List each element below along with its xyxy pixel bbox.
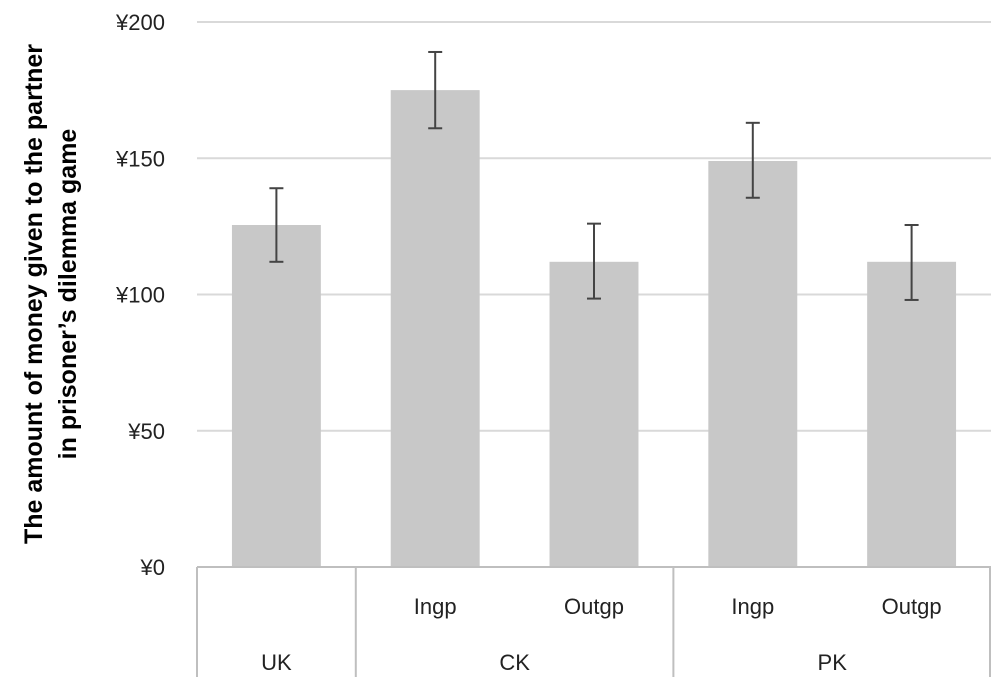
y-tick-label: ¥50	[127, 419, 165, 444]
error-bars	[269, 50, 919, 301]
bar	[867, 261, 957, 567]
y-tick-labels: ¥0 ¥50 ¥100 ¥150 ¥200	[115, 10, 165, 580]
y-axis-label: The amount of money given to the partner…	[20, 44, 82, 544]
y-tick-label: ¥100	[115, 283, 165, 308]
y-axis-label-line-1: The amount of money given to the partner	[20, 44, 48, 544]
y-tick-label: ¥200	[115, 10, 165, 35]
x-axis: Ingp Outgp Ingp Outgp UK CK PK	[196, 566, 991, 677]
y-tick-label: ¥150	[115, 146, 165, 171]
bar	[549, 261, 639, 567]
x-group-label: UK	[261, 650, 292, 675]
y-tick-label: ¥0	[140, 555, 165, 580]
x-group-label: CK	[499, 650, 530, 675]
y-axis-label-line-2: in prisoner’s dilemma game	[54, 129, 82, 460]
bar	[231, 225, 321, 567]
x-sub-label: Ingp	[731, 594, 774, 619]
x-sub-label: Ingp	[414, 594, 457, 619]
bar	[390, 90, 480, 567]
bars	[231, 90, 957, 567]
x-sub-label: Outgp	[564, 594, 624, 619]
bar	[708, 160, 798, 567]
x-sub-label: Outgp	[882, 594, 942, 619]
x-group-label: PK	[818, 650, 848, 675]
